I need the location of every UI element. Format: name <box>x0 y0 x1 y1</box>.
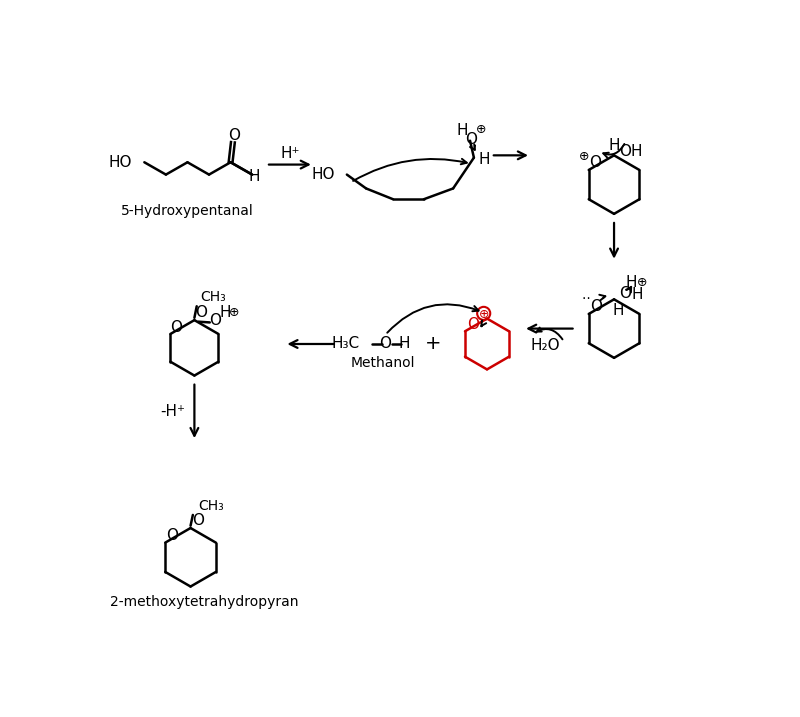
Text: H: H <box>626 275 637 290</box>
Text: O: O <box>590 155 602 170</box>
Text: H: H <box>457 123 468 138</box>
Text: ··: ·· <box>582 292 596 306</box>
Text: O: O <box>465 133 477 148</box>
Text: HO: HO <box>109 155 132 170</box>
Text: O: O <box>195 305 207 320</box>
Text: ⊕: ⊕ <box>637 276 647 289</box>
Text: HO: HO <box>311 167 334 182</box>
Text: O: O <box>192 513 204 528</box>
Text: CH₃: CH₃ <box>201 290 226 304</box>
Text: ⊕: ⊕ <box>478 308 489 320</box>
Text: H₂O: H₂O <box>530 338 560 353</box>
Text: O: O <box>619 286 631 301</box>
Text: O: O <box>228 128 240 143</box>
Text: OH: OH <box>619 144 642 159</box>
Text: O: O <box>209 313 221 328</box>
Text: 5-Hydroxypentanal: 5-Hydroxypentanal <box>122 204 254 218</box>
Text: H: H <box>631 288 643 302</box>
Text: O: O <box>590 299 602 314</box>
Text: +: + <box>425 335 442 353</box>
Text: H: H <box>608 138 620 153</box>
Text: H: H <box>219 305 231 320</box>
Text: H: H <box>612 303 624 318</box>
Text: Methanol: Methanol <box>350 356 415 370</box>
Text: ⊕: ⊕ <box>579 150 590 163</box>
Text: H⁺: H⁺ <box>280 146 300 161</box>
Text: -H⁺: -H⁺ <box>160 404 186 419</box>
Text: O: O <box>170 320 182 335</box>
Text: ⊕: ⊕ <box>229 306 240 319</box>
Text: H₃C: H₃C <box>332 336 360 351</box>
Text: H: H <box>478 153 490 168</box>
Text: O: O <box>379 336 391 351</box>
Text: O: O <box>467 318 479 333</box>
Text: 2-methoxytetrahydropyran: 2-methoxytetrahydropyran <box>110 595 298 609</box>
Text: O: O <box>166 528 178 543</box>
Text: H: H <box>399 336 410 351</box>
Text: H: H <box>249 169 260 184</box>
Text: ⊕: ⊕ <box>475 123 486 136</box>
Text: CH₃: CH₃ <box>198 499 224 513</box>
